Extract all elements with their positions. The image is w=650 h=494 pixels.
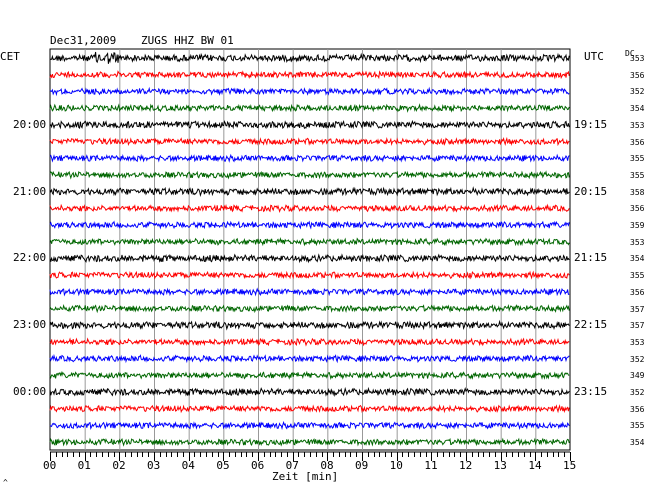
x-tick-label: 08 bbox=[320, 459, 334, 472]
x-tick-label: 11 bbox=[424, 459, 438, 472]
left-hour-label: 23:00 bbox=[13, 318, 47, 332]
trace-10 bbox=[49, 203, 570, 213]
x-tick-label: 13 bbox=[493, 459, 507, 472]
dc-offset-value: 359 bbox=[630, 221, 645, 230]
x-tick-label: 00 bbox=[43, 459, 57, 472]
dc-offset-value: 356 bbox=[630, 137, 645, 147]
dc-offset-value: 356 bbox=[630, 404, 645, 414]
trace-1 bbox=[49, 51, 570, 64]
dc-offset-value: 349 bbox=[630, 371, 645, 381]
trace-13 bbox=[49, 253, 570, 264]
dc-offset-value: 354 bbox=[630, 438, 645, 448]
trace-5 bbox=[49, 119, 570, 130]
plot-frame bbox=[49, 48, 571, 451]
trace-3 bbox=[49, 86, 570, 97]
trace-23 bbox=[49, 420, 570, 431]
header-date: Dec31,2009 bbox=[50, 34, 117, 47]
dc-offset-value: 353 bbox=[630, 54, 645, 63]
dc-offset-value: 352 bbox=[630, 87, 645, 97]
x-tick-label: 10 bbox=[389, 459, 403, 472]
header-station: ZUGS HHZ BW 01 bbox=[141, 34, 234, 47]
right-hour-label: 22:15 bbox=[574, 318, 608, 332]
dc-offset-value: 356 bbox=[630, 287, 645, 297]
dc-offset-value: 352 bbox=[630, 388, 645, 397]
dc-offset-value: 355 bbox=[630, 154, 645, 164]
x-tick-label: 04 bbox=[181, 459, 195, 472]
right-hour-label: 21:15 bbox=[574, 251, 608, 265]
trace-7 bbox=[49, 153, 570, 163]
dc-offset-value: 353 bbox=[630, 120, 645, 130]
right-hour-label: 20:15 bbox=[574, 184, 608, 198]
dc-label: DC bbox=[625, 49, 635, 58]
trace-12 bbox=[49, 237, 570, 247]
x-tick-label: 12 bbox=[459, 459, 473, 472]
trace-17 bbox=[49, 319, 570, 331]
dc-offset-value: 357 bbox=[630, 321, 645, 331]
x-tick-label: 01 bbox=[77, 459, 91, 472]
dc-offset-value: 355 bbox=[630, 421, 645, 431]
left-timezone-label: CET bbox=[0, 50, 20, 63]
trace-14 bbox=[49, 270, 570, 280]
right-hour-label: 19:15 bbox=[574, 117, 608, 131]
trace-4 bbox=[49, 103, 570, 113]
trace-6 bbox=[49, 136, 570, 147]
x-tick-label: 06 bbox=[251, 459, 265, 472]
dc-offset-value: 358 bbox=[630, 187, 645, 197]
trace-22 bbox=[49, 404, 570, 414]
x-axis-label: Zeit [min] bbox=[272, 470, 339, 483]
trace-19 bbox=[49, 353, 570, 364]
corner-mark: ^ bbox=[3, 478, 8, 487]
trace-24 bbox=[49, 437, 570, 447]
right-hour-label: 23:15 bbox=[574, 385, 608, 398]
trace-2 bbox=[49, 70, 570, 80]
dc-offset-value: 355 bbox=[630, 271, 645, 281]
left-hour-label: 22:00 bbox=[13, 251, 47, 265]
x-tick-label: 07 bbox=[285, 459, 299, 472]
trace-18 bbox=[49, 337, 570, 347]
dc-offset-value: 354 bbox=[630, 254, 645, 264]
dc-offset-value: 357 bbox=[630, 304, 645, 314]
trace-11 bbox=[49, 220, 570, 230]
x-tick-label: 09 bbox=[355, 459, 369, 472]
x-tick-label: 15 bbox=[563, 459, 577, 472]
x-tick-label: 14 bbox=[528, 459, 542, 472]
dc-offset-value: 354 bbox=[630, 104, 645, 114]
right-timezone-label: UTC bbox=[584, 50, 604, 63]
x-tick-label: 03 bbox=[147, 459, 161, 472]
trace-9 bbox=[49, 186, 570, 198]
left-hour-label: 20:00 bbox=[13, 117, 47, 131]
dc-offset-value: 355 bbox=[630, 170, 645, 180]
dc-offset-value: 356 bbox=[630, 204, 645, 214]
dc-offset-value: 353 bbox=[630, 237, 645, 247]
dc-offset-value: 353 bbox=[630, 337, 645, 347]
trace-8 bbox=[49, 170, 570, 180]
trace-20 bbox=[49, 370, 570, 380]
trace-16 bbox=[49, 303, 570, 314]
trace-21 bbox=[49, 386, 570, 397]
trace-15 bbox=[49, 287, 570, 297]
dc-offset-value: 352 bbox=[630, 354, 645, 364]
left-hour-label: 21:00 bbox=[13, 184, 47, 198]
dc-offset-value: 356 bbox=[630, 70, 645, 80]
x-tick-label: 05 bbox=[216, 459, 230, 472]
left-hour-label: 00:00 bbox=[13, 385, 47, 398]
x-tick-label: 02 bbox=[112, 459, 126, 472]
